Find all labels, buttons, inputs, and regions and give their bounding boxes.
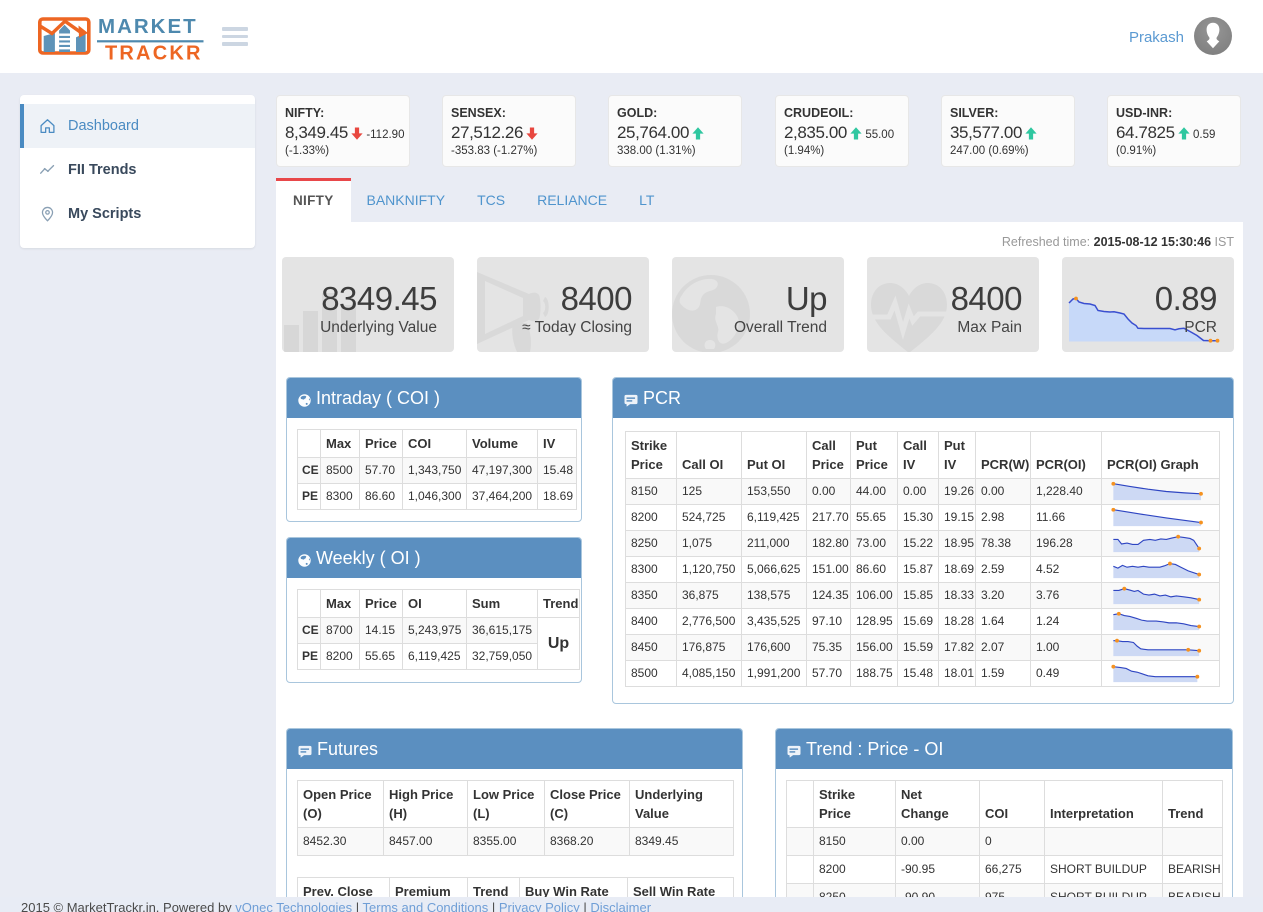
svg-text:TRACKR: TRACKR — [105, 43, 203, 63]
svg-text:MARKET: MARKET — [98, 15, 198, 38]
